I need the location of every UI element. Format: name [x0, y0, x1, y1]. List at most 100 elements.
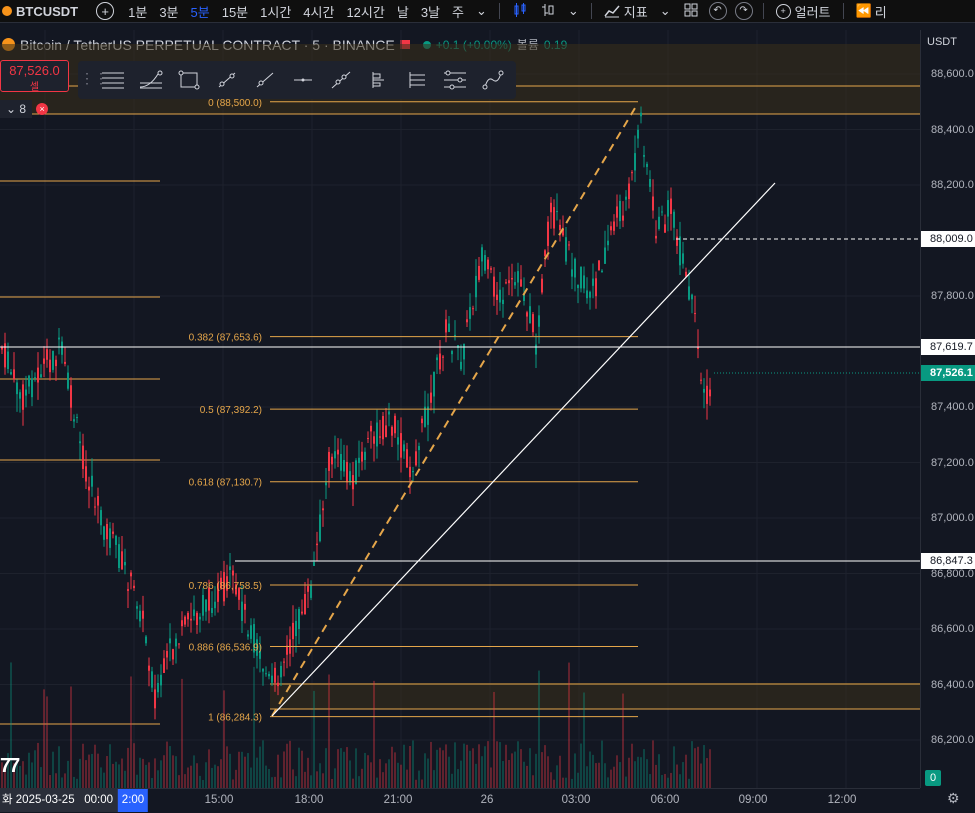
candle-body	[421, 418, 423, 424]
indicator-count[interactable]: ⌄ 8	[0, 100, 33, 118]
interval-3[interactable]: 15분	[221, 4, 249, 20]
replay-button[interactable]: ⏪ 리	[850, 2, 893, 21]
candle-body	[22, 384, 24, 410]
candle-body	[232, 570, 234, 576]
price-tick: 88,400.0	[931, 123, 974, 136]
volume-bar	[565, 777, 567, 788]
candle-body	[634, 153, 636, 171]
volume-bar	[646, 759, 648, 788]
candle-body	[241, 601, 243, 621]
candle-body	[628, 183, 630, 200]
candle-body	[631, 172, 633, 174]
time-axis[interactable]: 화 2025-03-25 00:00 2:00 15:00 18:00 21:00 26…	[0, 788, 920, 813]
volume-bar	[382, 772, 384, 788]
interval-9[interactable]: 주	[452, 4, 464, 20]
candle-body	[502, 299, 504, 305]
regression-trend-icon[interactable]	[398, 65, 436, 95]
volume-bar	[397, 762, 399, 788]
candle-body	[163, 658, 165, 673]
path-tool-icon[interactable]	[474, 65, 512, 95]
candle-body	[535, 344, 537, 355]
candle-body	[559, 224, 561, 231]
candle-body	[577, 284, 579, 289]
indicators-dropdown-icon[interactable]: ⌄	[659, 3, 671, 18]
sell-button[interactable]: 87,526.0 셀	[0, 60, 69, 93]
volume-bar	[304, 771, 306, 788]
candle-body	[76, 417, 78, 419]
volume-bar	[370, 762, 372, 788]
interval-4[interactable]: 1시간	[260, 4, 292, 20]
support-zone	[270, 683, 920, 709]
indicators-button[interactable]: 지표	[598, 2, 654, 21]
drag-handle-icon[interactable]: ⋮⋮	[80, 70, 108, 86]
volume-bar	[310, 775, 312, 788]
settings-icon[interactable]: ⚙	[947, 790, 960, 806]
close-icon[interactable]: ×	[36, 103, 49, 115]
volume-bar	[550, 772, 552, 788]
volume-bar	[313, 690, 315, 788]
candle-body	[136, 606, 138, 609]
price-chart[interactable]: 0 (88,500.0) 0.382 (87,653.6) 0.5 (87,392.…	[0, 30, 920, 788]
interval-dropdown-icon[interactable]: ⌄	[475, 3, 487, 18]
volume-bar	[73, 776, 75, 788]
price-tag: 87,526.1	[921, 365, 975, 381]
candle-body	[340, 454, 342, 471]
candle-body	[637, 129, 639, 139]
interval-1[interactable]: 3분	[159, 4, 179, 20]
fib-retracement-tool-icon[interactable]	[94, 65, 132, 95]
rectangle-tool-icon[interactable]	[170, 65, 208, 95]
volume-bar	[553, 779, 555, 788]
candle-body	[460, 361, 462, 370]
symbol-search[interactable]: BTCUSDT	[2, 4, 78, 19]
fib-time-tool-icon[interactable]	[132, 65, 170, 95]
candle-body	[562, 228, 564, 236]
volume-bar	[217, 766, 219, 788]
interval-5[interactable]: 4시간	[303, 4, 335, 20]
price-axis[interactable]: USDT 88,600.0 88,400.0 88,200.0 87,800.0 87,…	[920, 30, 975, 788]
fib-channel-icon[interactable]	[436, 65, 474, 95]
volume-bar	[160, 760, 162, 788]
bar-type-icon[interactable]	[534, 2, 562, 21]
extended-line-icon[interactable]	[322, 65, 360, 95]
volume-bar	[673, 746, 675, 788]
interval-8[interactable]: 3날	[420, 4, 441, 20]
indicator-toggle[interactable]: ⌄ 8 ×	[0, 100, 49, 118]
undo-icon[interactable]: ↶	[708, 2, 727, 20]
chart-type-dropdown-icon[interactable]: ⌄	[567, 3, 579, 18]
candle-body	[154, 689, 156, 709]
candle-body	[145, 636, 147, 644]
candle-body	[337, 449, 339, 455]
interval-6[interactable]: 12시간	[346, 4, 385, 20]
volume-bar	[406, 769, 408, 788]
volume-bar	[85, 760, 87, 788]
candle-body	[223, 572, 225, 602]
interval-7[interactable]: 날	[396, 4, 409, 20]
alert-button[interactable]: + 얼러트	[770, 2, 837, 21]
volume-bar	[58, 746, 60, 788]
layout-icon[interactable]	[677, 2, 705, 21]
currency-label[interactable]: USDT	[927, 36, 957, 48]
volume-bar	[433, 770, 435, 788]
candle-body	[13, 369, 15, 380]
candle-type-icon[interactable]	[506, 2, 534, 21]
candle-body	[700, 379, 702, 381]
volume-bar	[37, 742, 39, 788]
candle-body	[610, 226, 612, 231]
pitchfork-icon[interactable]	[360, 65, 398, 95]
candle-body	[517, 271, 519, 283]
volume-bar	[466, 744, 468, 788]
trendline-icon[interactable]	[208, 65, 246, 95]
interval-0[interactable]: 1분	[128, 4, 148, 20]
candle-body	[592, 278, 594, 286]
ray-icon[interactable]	[246, 65, 284, 95]
volume-bar	[613, 766, 615, 788]
volume-bar	[496, 741, 498, 788]
horizontal-line-icon[interactable]	[284, 65, 322, 95]
interval-2[interactable]: 5분	[190, 4, 210, 20]
redo-icon[interactable]: ↷	[734, 2, 753, 20]
add-symbol-icon[interactable]: +	[96, 2, 115, 20]
volume-bar	[463, 743, 465, 788]
volume-bar	[694, 748, 696, 788]
candle-body	[94, 506, 96, 508]
candle-body	[121, 551, 123, 570]
